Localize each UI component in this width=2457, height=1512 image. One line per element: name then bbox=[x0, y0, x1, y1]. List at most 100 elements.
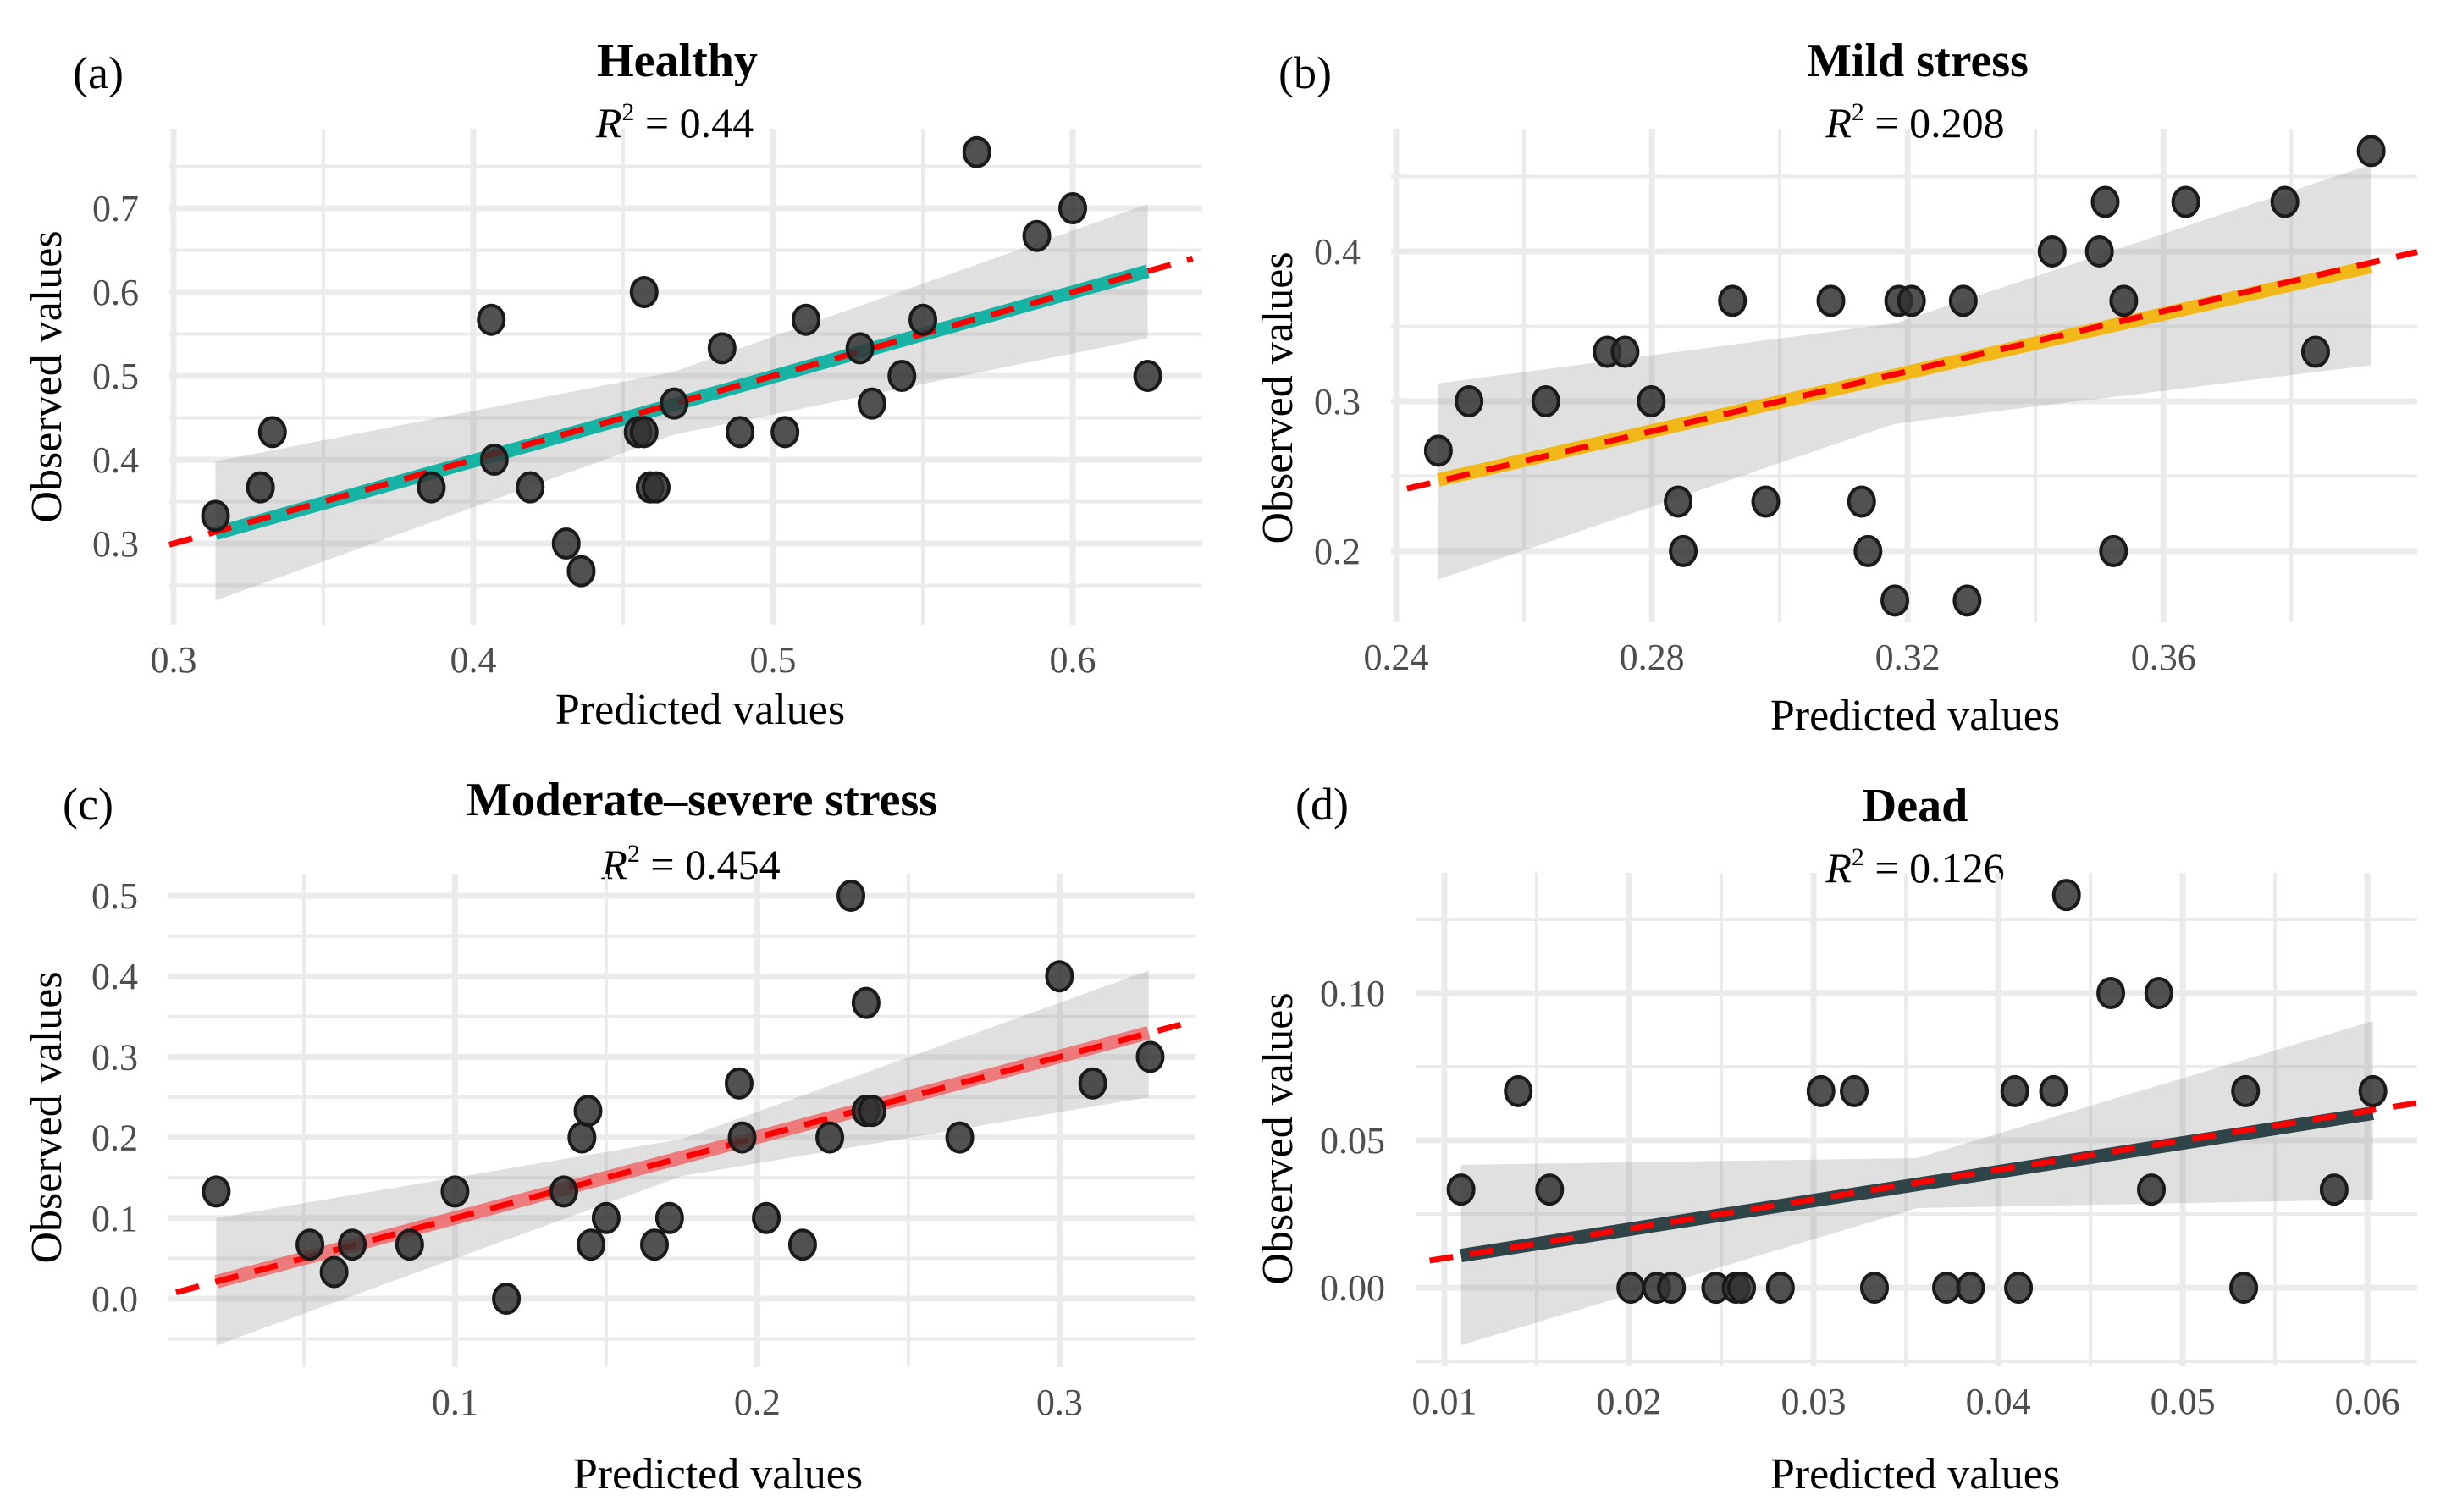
x-tick-label: 0.36 bbox=[2131, 637, 2196, 678]
r-squared-label: R2 = 0.126 bbox=[1825, 843, 2004, 891]
data-point bbox=[1932, 1272, 1962, 1305]
x-axis-title: Predicted values bbox=[1770, 692, 2060, 740]
data-point bbox=[573, 1095, 603, 1128]
r-squared-value: = 0.126 bbox=[1864, 844, 2005, 891]
panel-title: Healthy bbox=[597, 35, 758, 87]
data-point bbox=[726, 416, 755, 449]
data-point bbox=[2171, 185, 2200, 218]
r-squared-value: = 0.208 bbox=[1864, 99, 2005, 146]
y-tick-label: 0.4 bbox=[1314, 231, 1361, 273]
panel-title: Dead bbox=[1863, 780, 1968, 832]
data-point bbox=[1657, 1272, 1687, 1305]
data-point bbox=[660, 387, 689, 420]
data-point bbox=[1853, 534, 1883, 567]
data-point bbox=[962, 135, 991, 168]
panel-a: (a) Healthy R2 = 0.44 0.3 0.4 0.5 0.6 0.3 0.4… bbox=[23, 35, 1202, 734]
data-point bbox=[727, 1121, 757, 1154]
panel-letter: (c) bbox=[63, 779, 113, 830]
plot-area: 0.24 0.28 0.32 0.36 0.2 0.3 0.4 bbox=[1314, 129, 2418, 678]
r-superscript: 2 bbox=[621, 98, 634, 126]
x-tick-label: 0.32 bbox=[1875, 637, 1941, 678]
data-point bbox=[477, 303, 506, 336]
data-point bbox=[1455, 384, 1484, 417]
data-point bbox=[338, 1228, 367, 1261]
data-point bbox=[1816, 284, 1846, 317]
plot-area: 0.01 0.02 0.03 0.04 0.05 0.06 0.00 0.05 0.10 bbox=[1320, 873, 2418, 1422]
y-tick-label: 0.4 bbox=[92, 439, 139, 481]
data-point bbox=[551, 527, 581, 560]
data-point bbox=[945, 1121, 975, 1154]
data-point bbox=[640, 1228, 670, 1261]
y-axis-title: Observed values bbox=[23, 230, 71, 522]
y-tick-label: 0.2 bbox=[1314, 531, 1361, 572]
data-point bbox=[566, 555, 596, 588]
gridlines bbox=[1391, 129, 2417, 622]
data-point bbox=[246, 471, 275, 504]
data-point bbox=[1952, 584, 1982, 617]
x-tick-label: 0.24 bbox=[1364, 637, 1429, 678]
panel-letter: (b) bbox=[1278, 47, 1332, 98]
r-superscript: 2 bbox=[627, 840, 640, 868]
data-point bbox=[295, 1228, 325, 1261]
regression-line bbox=[214, 1026, 1151, 1289]
data-point bbox=[2144, 977, 2173, 1010]
x-tick-label: 0.05 bbox=[2151, 1381, 2216, 1422]
x-axis-title: Predicted values bbox=[555, 686, 845, 734]
data-point bbox=[836, 879, 866, 912]
data-point bbox=[1022, 219, 1052, 252]
data-point bbox=[202, 1175, 231, 1208]
data-point bbox=[1078, 1067, 1107, 1100]
data-point bbox=[1718, 284, 1748, 317]
data-point bbox=[2039, 1074, 2068, 1107]
x-tick-label: 0.2 bbox=[734, 1382, 781, 1423]
y-axis-title: Observed values bbox=[1254, 251, 1302, 544]
y-tick-label: 0.3 bbox=[92, 523, 139, 565]
data-points bbox=[202, 879, 1165, 1315]
y-tick-label: 0.0 bbox=[91, 1278, 138, 1320]
r-squared-label: R2 = 0.208 bbox=[1825, 98, 2004, 146]
data-point bbox=[1880, 584, 1910, 617]
data-point bbox=[516, 471, 545, 504]
data-point bbox=[1058, 192, 1088, 225]
data-point bbox=[1956, 1272, 1985, 1305]
data-points bbox=[1446, 879, 2388, 1305]
x-tick-label: 0.06 bbox=[2335, 1381, 2400, 1422]
x-tick-label: 0.6 bbox=[1050, 639, 1096, 681]
plot-area: 0.3 0.4 0.5 0.6 0.3 0.4 0.5 0.6 0.7 bbox=[92, 129, 1202, 681]
r-symbol: R bbox=[595, 99, 622, 146]
data-point bbox=[440, 1175, 470, 1208]
data-point bbox=[257, 416, 287, 449]
x-tick-label: 0.03 bbox=[1781, 1381, 1847, 1422]
data-point bbox=[2096, 977, 2126, 1010]
data-point bbox=[815, 1121, 845, 1154]
plot-area: 0.1 0.2 0.3 0.0 0.1 0.2 0.3 0.4 0.5 bbox=[91, 874, 1196, 1423]
data-point bbox=[1045, 960, 1074, 993]
identity-line bbox=[1429, 1100, 2418, 1264]
data-point bbox=[2229, 1272, 2259, 1305]
panel-title: Moderate–severe stress bbox=[467, 774, 937, 826]
y-tick-label: 0.7 bbox=[92, 188, 139, 229]
r-superscript: 2 bbox=[1852, 843, 1864, 871]
y-tick-label: 0.2 bbox=[91, 1117, 138, 1159]
data-point bbox=[1751, 485, 1781, 518]
data-point bbox=[887, 360, 917, 393]
data-point bbox=[2084, 235, 2114, 268]
x-tick-label: 0.28 bbox=[1620, 637, 1685, 678]
data-point bbox=[1423, 434, 1453, 467]
x-tick-label: 0.02 bbox=[1597, 1381, 1662, 1422]
r-superscript: 2 bbox=[1852, 98, 1864, 126]
y-tick-label: 0.5 bbox=[91, 875, 138, 917]
y-tick-label: 0.6 bbox=[92, 272, 139, 313]
data-point bbox=[319, 1255, 349, 1289]
y-tick-label: 0.5 bbox=[92, 356, 139, 397]
data-point bbox=[1616, 1272, 1646, 1305]
data-points bbox=[1423, 135, 2386, 617]
identity-line bbox=[1406, 249, 2418, 492]
data-point bbox=[2037, 235, 2067, 268]
data-point bbox=[479, 443, 509, 476]
data-point bbox=[1133, 360, 1162, 393]
y-tick-label: 0.3 bbox=[1314, 381, 1361, 422]
x-tick-label: 0.3 bbox=[1036, 1382, 1083, 1423]
panel-letter: (a) bbox=[73, 47, 124, 98]
